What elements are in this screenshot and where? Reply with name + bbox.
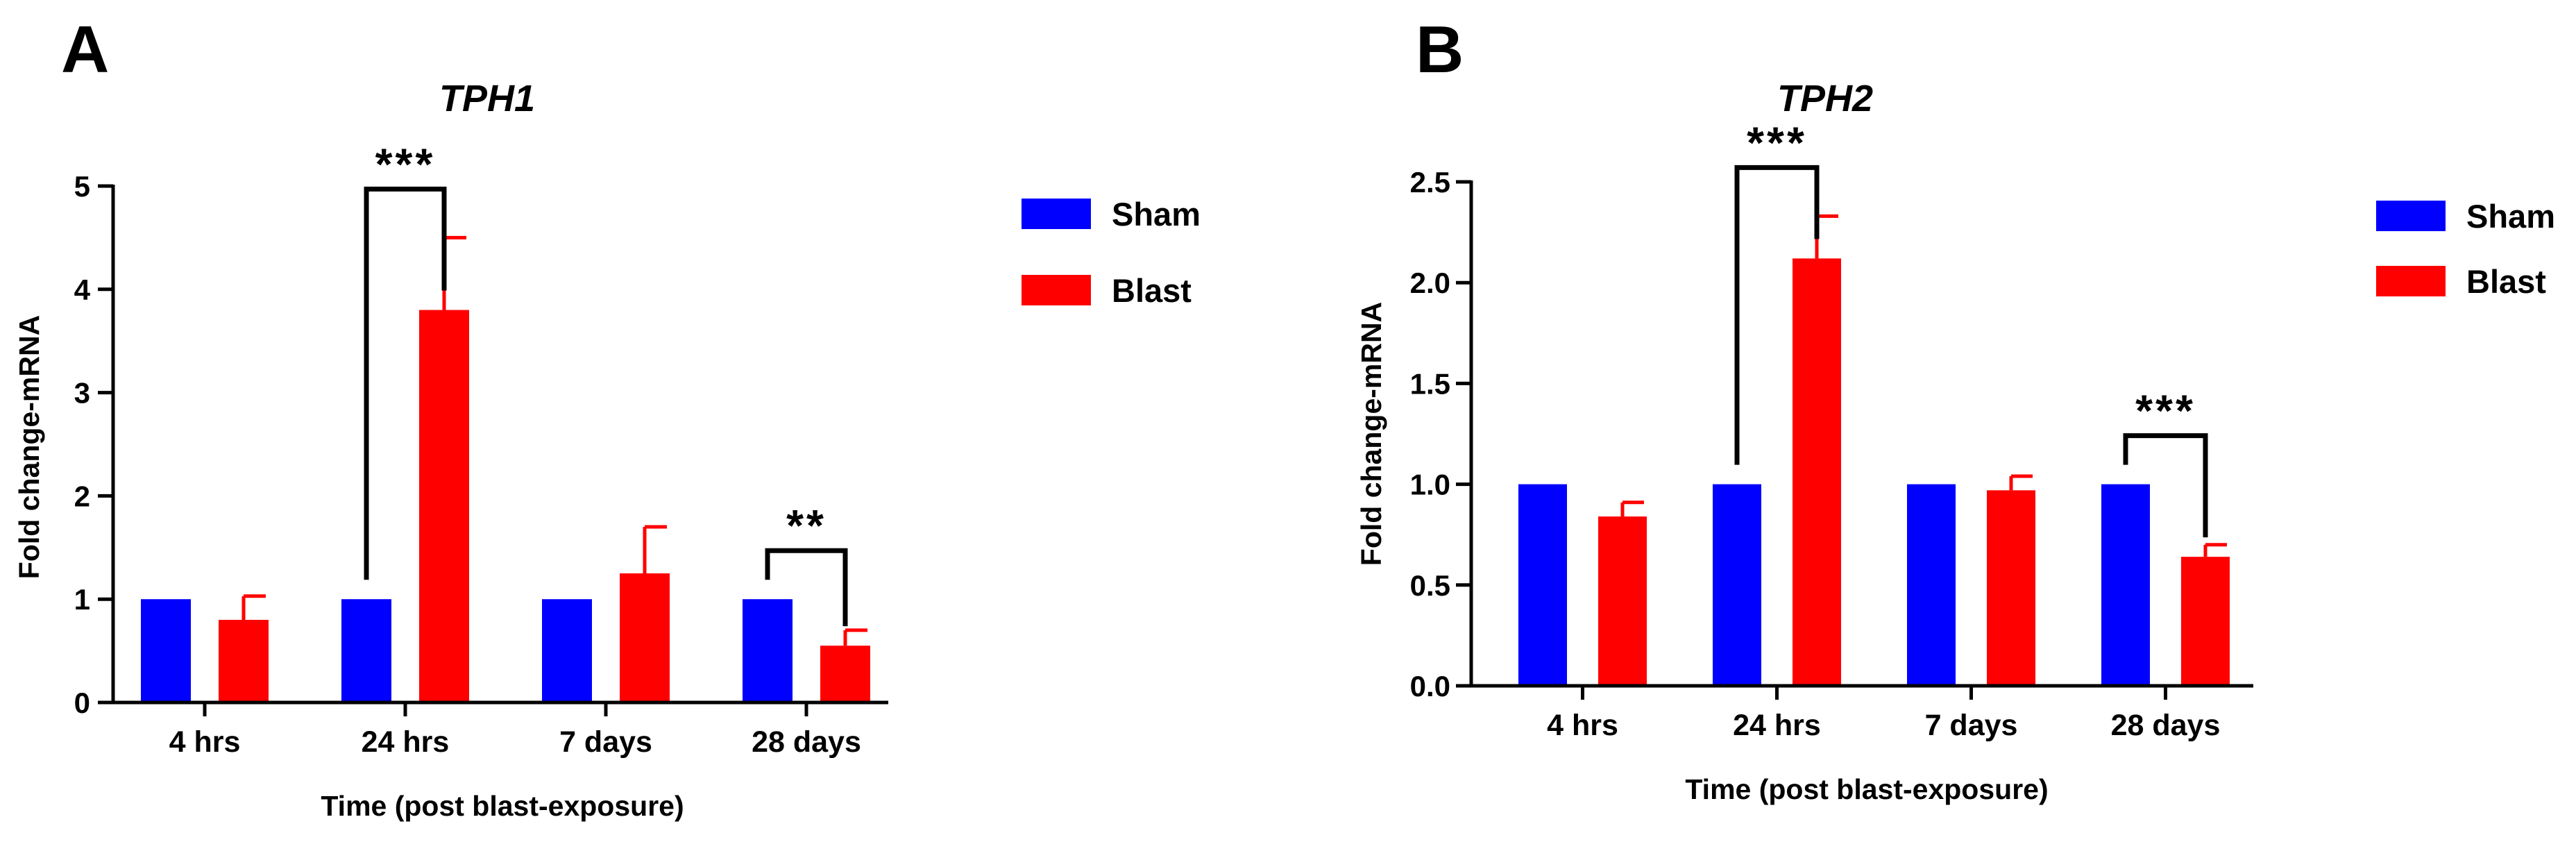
panel-b-letter: B: [1416, 12, 1464, 87]
panel-a-significance-label-1: **: [786, 500, 827, 550]
panel-a-y-tick-label: 3: [74, 377, 90, 410]
panel-b-y-tick-label: 1.5: [1410, 367, 1450, 400]
panel-b-x-ticks: 4 hrs 24 hrs 7 days 28 days: [1547, 686, 2220, 742]
panel-a-significance-bracket-0: [364, 186, 447, 580]
panel-b-y-tick-label: 1.0: [1410, 469, 1450, 501]
panel-b-y-ticks: 0.0 0.5 1.0 1.5 2.0 2.5: [1410, 166, 1471, 702]
panel-a-legend-label-blast: Blast: [1112, 272, 1192, 309]
panel-a-legend-swatch-sham: [1022, 199, 1091, 229]
panel-a-significance: *****: [364, 139, 848, 627]
panel-a-bar-sham-3: [743, 599, 793, 702]
panel-b-legend: Sham Blast: [2376, 198, 2555, 300]
panel-b-bars: [1518, 258, 2230, 686]
panel-a-bar-sham-2: [542, 599, 592, 702]
panel-a-x-ticks: 4 hrs 24 hrs 7 days 28 days: [169, 702, 861, 759]
panel-a-y-tick-label: 5: [74, 170, 90, 203]
panel-a-x-axis-label: Time (post blast-exposure): [321, 790, 684, 822]
panel-b-significance: *** ***: [1734, 117, 2208, 538]
panel-a-y-ticks: 0 1 2 3 4 5: [74, 170, 113, 719]
panel-b-significance-bracket-1: [2123, 433, 2208, 538]
panel-a-bar-blast-1: [419, 310, 469, 702]
panel-b-x-tick-label: 7 days: [1925, 709, 2018, 742]
panel-a-bar-blast-3: [820, 646, 870, 702]
panel-a-x-tick-label: 4 hrs: [169, 725, 241, 759]
panel-a-x-tick-label: 24 hrs: [362, 725, 450, 759]
panel-b-bar-blast-1: [1793, 258, 1841, 686]
panel-a-bars: [141, 310, 870, 702]
panel-b-x-tick-label: 4 hrs: [1547, 709, 1618, 742]
panel-a-y-tick-label: 0: [74, 687, 90, 719]
panel-b-y-axis-label: Fold change-mRNA: [1355, 302, 1387, 566]
panel-b-significance-label-0: ***: [1747, 117, 1807, 167]
panel-b-bar-sham-3: [2101, 484, 2150, 686]
panel-b-y-tick-label: 0.5: [1410, 569, 1450, 602]
panel-b-y-tick-label: 2.0: [1410, 267, 1450, 299]
panel-a-bar-sham-0: [141, 599, 191, 702]
panel-b-bar-blast-3: [2181, 557, 2230, 686]
panel-a-x-tick-label: 7 days: [559, 725, 652, 759]
panel-a-y-axis-label: Fold change-mRNA: [13, 315, 45, 579]
panel-a-x-tick-label: 28 days: [752, 725, 861, 759]
panel-b-bar-blast-0: [1598, 516, 1647, 686]
panel-b-legend-label-sham: Sham: [2466, 198, 2555, 235]
panel-b: B TPH2 Fold change-mRNA Time (post blast…: [1355, 12, 2555, 805]
panel-b-legend-swatch-sham: [2376, 201, 2446, 231]
panel-a-significance-bracket-1: [765, 548, 848, 627]
panel-a-significance-label-0: ***: [375, 139, 436, 189]
panel-b-bar-sham-0: [1518, 484, 1567, 686]
panel-b-x-tick-label: 24 hrs: [1733, 709, 1821, 742]
panel-b-bar-sham-2: [1907, 484, 1956, 686]
panel-a-error-bars: [242, 235, 867, 646]
panel-b-title: TPH2: [1777, 78, 1873, 119]
panel-b-x-tick-label: 28 days: [2111, 709, 2221, 742]
panel-b-bar-sham-1: [1713, 484, 1761, 686]
panel-b-significance-bracket-0: [1734, 165, 1820, 465]
panel-a-title: TPH1: [439, 78, 535, 119]
panel-b-y-tick-label: 2.5: [1410, 166, 1450, 199]
panel-a-legend-swatch-blast: [1022, 275, 1091, 305]
panel-a-bar-sham-1: [341, 599, 391, 702]
panel-b-significance-label-1: ***: [2135, 386, 2196, 436]
panel-b-x-axis-label: Time (post blast-exposure): [1685, 773, 2048, 805]
panel-b-y-tick-label: 0.0: [1410, 670, 1450, 702]
panel-b-legend-label-blast: Blast: [2466, 263, 2546, 300]
panel-a-y-tick-label: 1: [74, 583, 90, 616]
panel-a-y-tick-label: 4: [74, 273, 91, 306]
panel-a-letter: A: [61, 12, 109, 87]
panel-b-legend-swatch-blast: [2376, 266, 2446, 296]
panel-a-bar-blast-0: [219, 619, 269, 702]
panel-a: A TPH1 Fold change-mRNA Time (post blast…: [13, 12, 1201, 822]
panel-a-legend-label-sham: Sham: [1112, 196, 1201, 233]
panel-a-legend: Sham Blast: [1022, 196, 1201, 309]
panel-b-bar-blast-2: [1987, 490, 2035, 686]
panel-a-y-tick-label: 2: [74, 480, 90, 512]
panel-a-bar-blast-2: [620, 573, 670, 702]
